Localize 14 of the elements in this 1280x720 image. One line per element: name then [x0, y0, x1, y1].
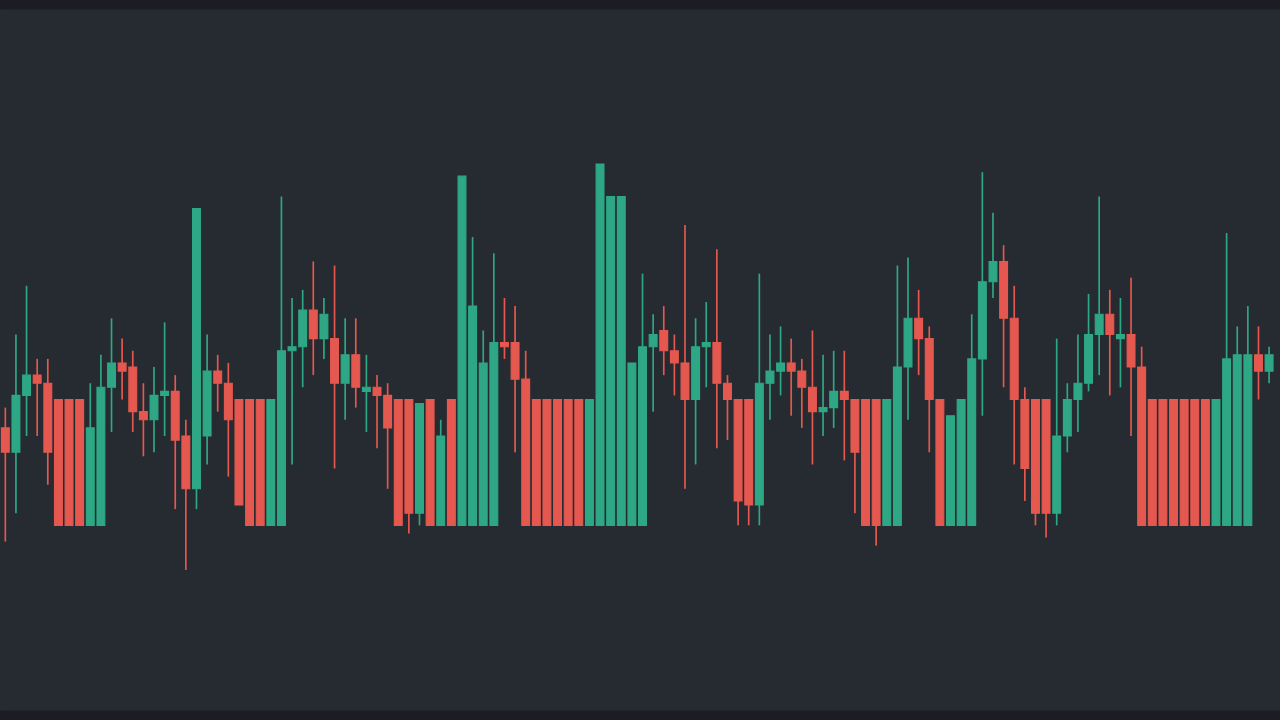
candlestick	[340, 317, 350, 421]
candlestick	[446, 398, 456, 526]
candlestick	[436, 418, 446, 526]
candlestick	[0, 406, 10, 543]
candlestick	[1115, 297, 1125, 389]
candlestick	[361, 353, 371, 433]
candlestick	[319, 297, 329, 360]
candlestick	[1105, 289, 1115, 397]
candlestick	[330, 264, 340, 470]
candlestick	[1264, 345, 1274, 385]
candlestick	[351, 317, 361, 409]
candlestick	[308, 260, 318, 376]
candlestick	[425, 398, 435, 526]
candlestick	[1254, 325, 1263, 401]
